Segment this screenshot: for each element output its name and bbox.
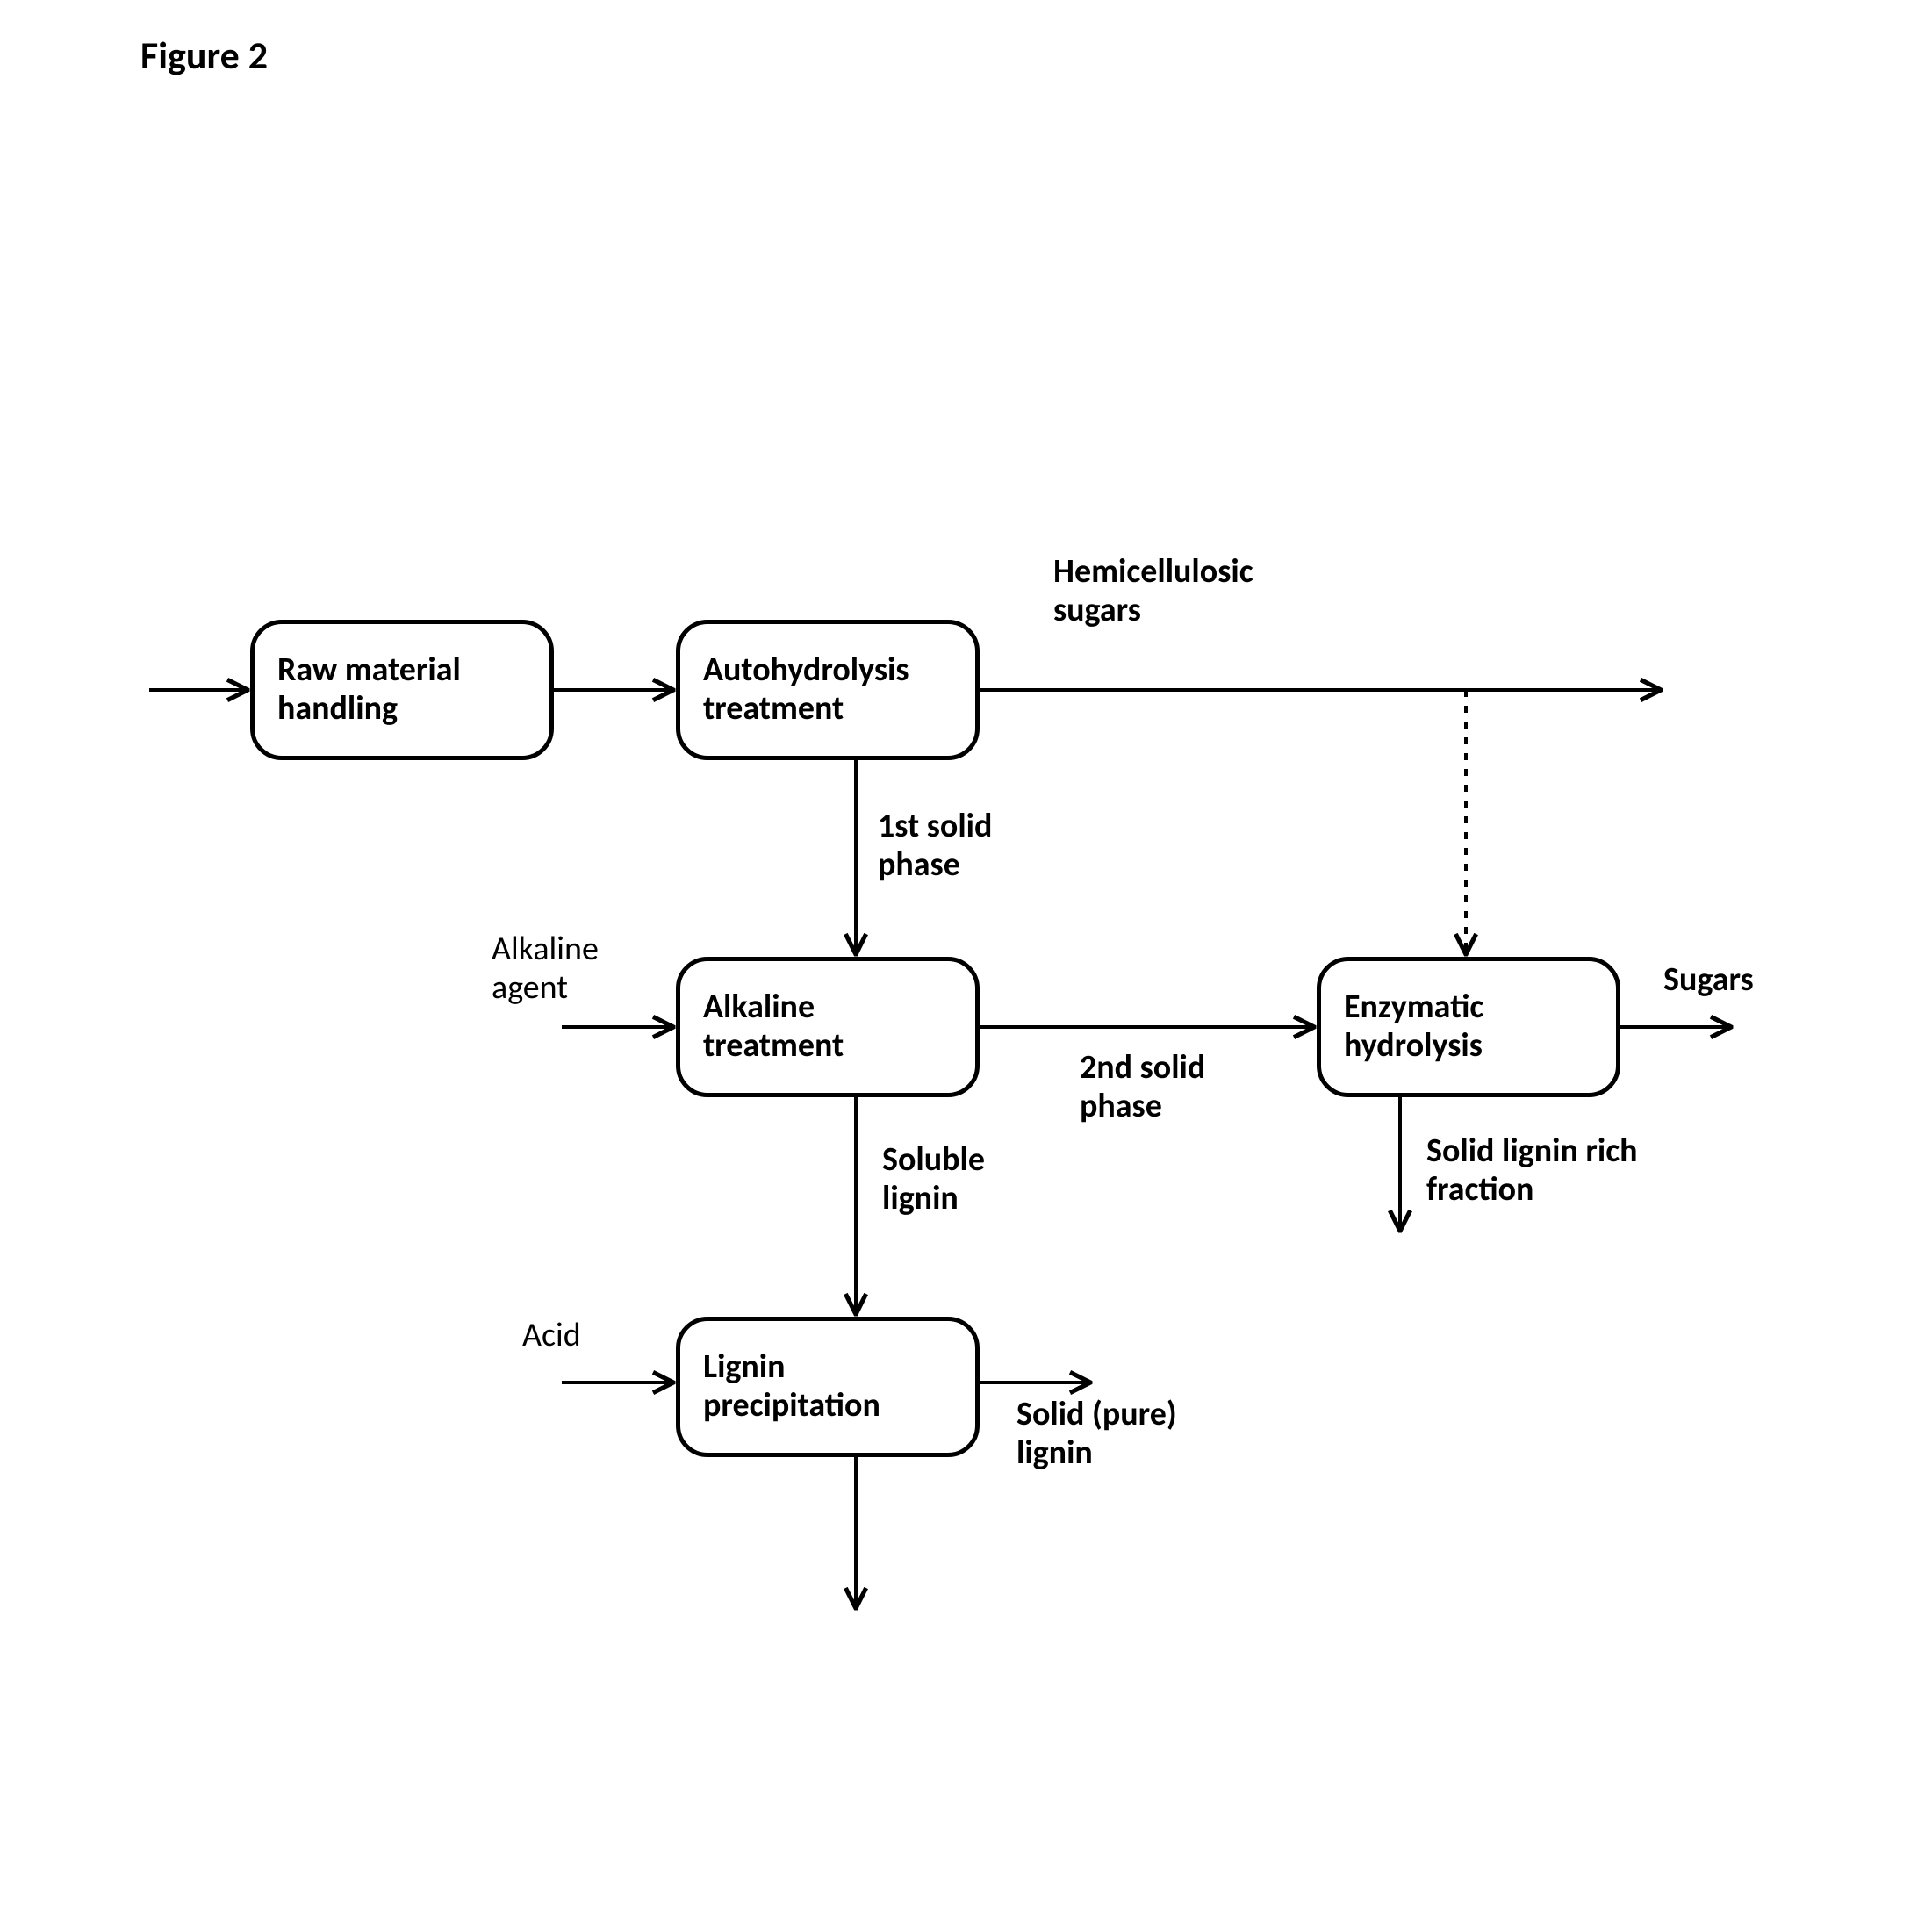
label-2nd-solid-phase: 2nd solidphase [1080,1049,1205,1125]
label-1st-solid-phase: 1st solidphase [878,808,992,884]
node-label: Enzymatichydrolysis [1344,988,1483,1065]
node-alkaline-treatment: Alkalinetreatment [676,957,980,1097]
label-hemicellulosic-sugars: Hemicellulosicsugars [1053,553,1253,629]
label-acid: Acid [522,1317,581,1355]
node-autohydrolysis: Autohydrolysistreatment [676,620,980,760]
node-label: Alkalinetreatment [703,988,844,1065]
node-lignin-precipitation: Ligninprecipitation [676,1317,980,1457]
diagram-stage: Figure 2 Raw materialhandling Autohydrol… [0,0,1932,1932]
label-sugars: Sugars [1663,961,1754,1000]
node-label: Ligninprecipitation [703,1348,880,1425]
node-enzymatic-hydrolysis: Enzymatichydrolysis [1317,957,1620,1097]
label-soluble-lignin: Solublelignin [882,1141,985,1217]
node-label: Raw materialhandling [277,651,461,728]
label-alkaline-agent: Alkalineagent [492,930,599,1007]
label-solid-pure-lignin: Solid (pure)lignin [1016,1396,1177,1472]
node-raw-material: Raw materialhandling [250,620,554,760]
node-label: Autohydrolysistreatment [703,651,909,728]
label-solid-lignin-rich: Solid lignin richfraction [1426,1132,1638,1209]
figure-title: Figure 2 [140,32,268,79]
